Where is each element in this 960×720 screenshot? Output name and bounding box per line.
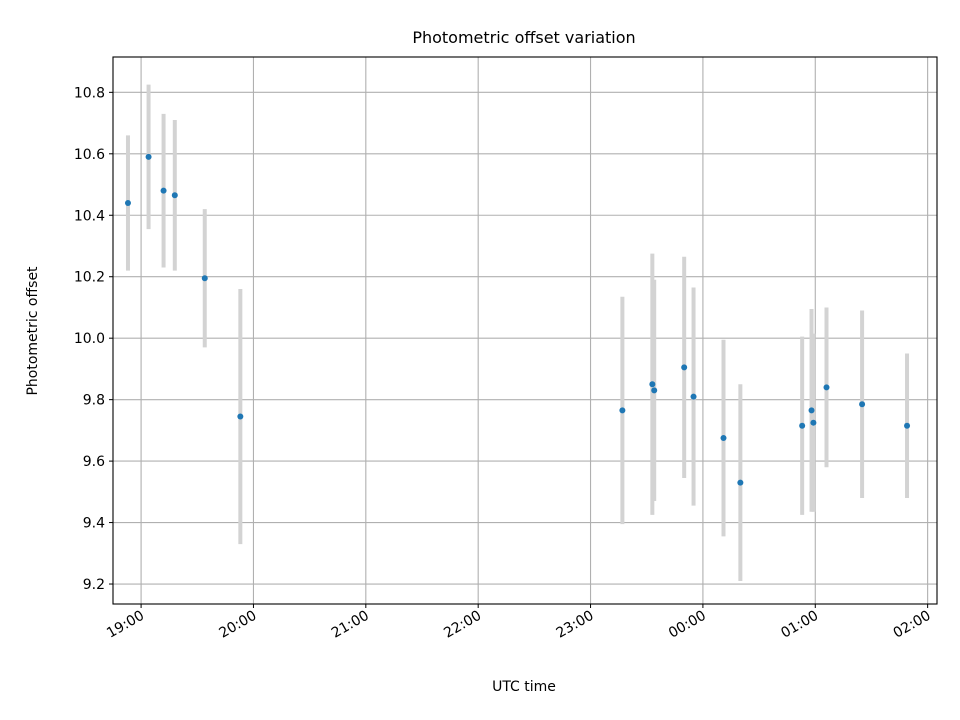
y-tick-label: 10.4 [74,208,105,224]
y-tick-label: 9.6 [83,454,105,470]
grid [113,57,937,604]
data-point [160,187,167,194]
data-point [201,275,208,282]
data-point [799,422,806,429]
data-point [171,192,178,199]
chart-title: Photometric offset variation [412,28,635,47]
data-points [124,153,911,486]
data-point [124,199,131,206]
data-point [619,407,626,414]
data-point [651,387,658,394]
data-point [145,153,152,160]
data-point [904,422,911,429]
data-point [823,384,830,391]
data-point [237,413,244,420]
y-tick-label: 10.0 [74,331,105,347]
data-point [681,364,688,371]
data-point [808,407,815,414]
y-tick-label: 9.2 [83,577,105,593]
data-point [737,479,744,486]
y-tick-label: 10.8 [74,85,105,101]
data-point [649,381,656,388]
plot-frame [112,56,938,605]
y-axis-ticks: 9.2 9.4 9.6 9.8 10.0 10.2 10.4 10.6 10.8 [74,85,113,593]
data-point [690,393,697,400]
data-point [859,401,866,408]
y-tick-label: 10.2 [74,270,105,286]
y-tick-label: 10.6 [74,147,105,163]
y-axis-label: Photometric offset [25,266,41,396]
data-point [720,435,727,442]
x-axis-label: UTC time [492,679,556,695]
y-tick-label: 9.4 [83,516,105,532]
y-tick-label: 9.8 [83,393,105,409]
data-point [810,419,817,426]
